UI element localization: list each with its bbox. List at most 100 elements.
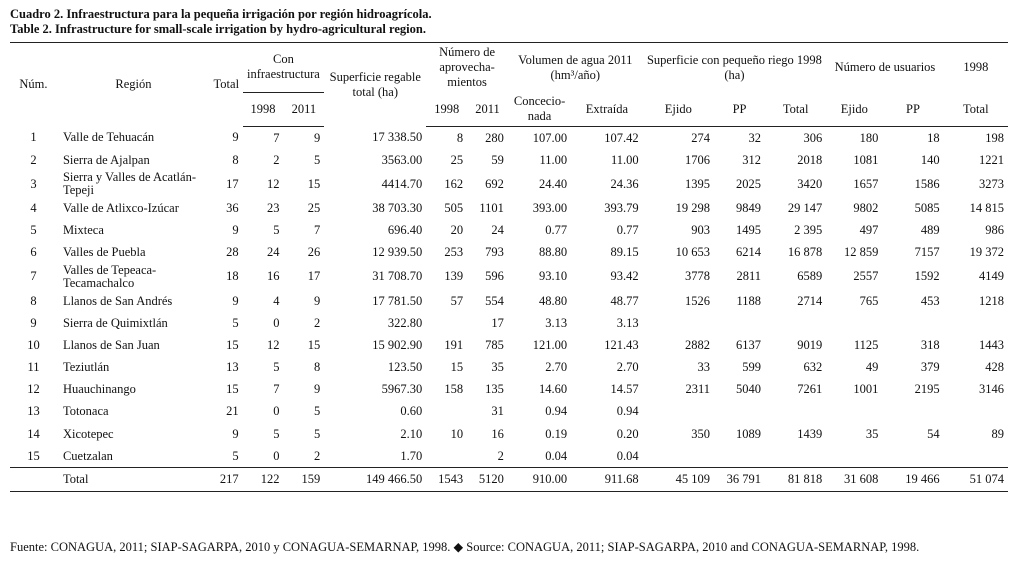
table-cell: Valles de Puebla xyxy=(62,245,146,260)
table-cell: Xicotepec xyxy=(62,426,114,441)
table-cell: 159 xyxy=(283,467,325,492)
table-cell: 123.50 xyxy=(387,360,423,375)
table-cell: 12 859 xyxy=(844,245,879,260)
table-cell: 986 xyxy=(985,223,1004,238)
table-cell: 6 xyxy=(30,245,37,260)
table-cell: 554 xyxy=(485,293,504,308)
table-cell: Sierra de Quimixtlán xyxy=(62,315,168,330)
table-cell: 0.60 xyxy=(400,404,423,419)
table-cell: 393.79 xyxy=(604,200,639,215)
table-row: 6 Valles de Puebla 28 24 26 12 939.50 253 793 88… xyxy=(10,242,1008,264)
table-cell xyxy=(10,467,57,492)
table-cell: 121.43 xyxy=(604,337,639,352)
table-cell: 9 xyxy=(314,293,321,308)
table-cell: 0.04 xyxy=(545,448,568,463)
subheader-cell: 1998 xyxy=(426,92,468,127)
table-row: 13 Totonaca 21 0 5 0.60 31 0.94 0.94 xyxy=(10,401,1008,423)
table-row: 1 Valle de Tehuacán 9 7 9 17 338.50 8 280 107.00… xyxy=(10,127,1008,150)
table-cell: 36 791 xyxy=(714,467,766,492)
table-cell xyxy=(826,445,882,468)
table-cell: 0.94 xyxy=(616,404,639,419)
table-cell: 2.70 xyxy=(545,360,568,375)
table-cell xyxy=(426,401,467,423)
header-cell: Volumen de agua 2011 (hm³/año) xyxy=(518,52,633,82)
table-cell: 4149 xyxy=(979,269,1004,284)
table-cell: 16 xyxy=(266,269,280,284)
table-cell: 25 xyxy=(450,152,464,167)
table-cell: Valle de Tehuacán xyxy=(62,130,155,145)
table-cell: Total xyxy=(56,467,210,492)
table-row: 14 Xicotepec 9 5 5 2.10 10 16 0.19 0.20 350 1089 143… xyxy=(10,423,1008,445)
table-cell: 3420 xyxy=(797,176,823,191)
subheader-cell: 1998 xyxy=(242,92,284,127)
table-cell: 9802 xyxy=(853,200,879,215)
table-cell: 81 818 xyxy=(765,467,827,492)
table-cell: 696.40 xyxy=(387,223,423,238)
table-cell: 26 xyxy=(307,245,321,260)
table-cell: 1101 xyxy=(479,200,504,215)
table-row: 9 Sierra de Quimixtlán 5 0 2 322.80 17 3.13 3.13 xyxy=(10,312,1008,334)
table-cell: 306 xyxy=(803,130,823,145)
table-cell: 14.57 xyxy=(610,382,639,397)
table-cell xyxy=(643,401,714,423)
header-cell: Número de aprovecha-mientos xyxy=(439,45,496,89)
table-cell: 12 xyxy=(266,176,280,191)
table-cell: 692 xyxy=(485,176,504,191)
table-cell: Totonaca xyxy=(62,404,109,419)
table-cell: 13 xyxy=(27,404,40,419)
table-cell: 505 xyxy=(444,200,464,215)
table-cell: 1.70 xyxy=(400,448,423,463)
table-cell: 45 109 xyxy=(642,467,715,492)
table: Núm. Región Total Con infraestructura Su… xyxy=(10,42,1008,492)
table-cell: 599 xyxy=(742,360,762,375)
table-cell: 1706 xyxy=(685,152,711,167)
table-cell: 25 xyxy=(307,200,321,215)
table-cell: 48.80 xyxy=(539,293,568,308)
table-cell: 9 xyxy=(232,426,239,441)
table-cell: 93.42 xyxy=(610,269,639,284)
table-row: 2 Sierra de Ajalpan 8 2 5 3563.00 25 59 11.00 11.… xyxy=(10,149,1008,171)
table-cell: 8 xyxy=(232,152,239,167)
table-cell: 162 xyxy=(444,176,464,191)
table-cell: 322.80 xyxy=(387,315,423,330)
table-cell: 8 xyxy=(314,360,321,375)
table-cell xyxy=(714,445,765,468)
table-cell: 2018 xyxy=(797,152,823,167)
table-cell: 2 395 xyxy=(794,223,823,238)
table-cell: 48.77 xyxy=(610,293,639,308)
table-cell: 0.77 xyxy=(545,223,568,238)
table-cell: 350 xyxy=(691,426,711,441)
table-cell: 191 xyxy=(444,337,464,352)
subheader-cell: Ejido xyxy=(642,92,715,127)
table-cell: 180 xyxy=(859,130,879,145)
header-cell: Núm. xyxy=(19,77,48,92)
table-cell: 10 xyxy=(27,337,40,352)
header-cell: Número de usuarios xyxy=(834,60,936,74)
title-block: Cuadro 2. Infraestructura para la pequeñ… xyxy=(10,7,432,37)
table-cell: 24 xyxy=(491,223,504,238)
table-row: 4 Valle de Atlixco-Izúcar 36 23 25 38 703.30 5… xyxy=(10,197,1008,219)
table-cell: 3563.00 xyxy=(381,152,423,167)
table-cell: 5 xyxy=(314,426,321,441)
title-es: Cuadro 2. Infraestructura para la pequeñ… xyxy=(10,7,432,21)
table-cell: 158 xyxy=(444,382,464,397)
table-cell: 19 372 xyxy=(969,245,1004,260)
header-row: Núm. Región Total Con infraestructura Su… xyxy=(10,42,1008,99)
source-note: Fuente: CONAGUA, 2011; SIAP-SAGARPA, 201… xyxy=(10,540,920,554)
table-cell: 903 xyxy=(691,223,711,238)
table-cell: 1592 xyxy=(914,269,940,284)
table-cell: 4 xyxy=(273,293,280,308)
table-cell: 0.20 xyxy=(616,426,639,441)
table-cell: 596 xyxy=(485,269,504,284)
table-cell: 2714 xyxy=(797,293,823,308)
table-cell: 6214 xyxy=(736,245,762,260)
table-row: 5 Mixteca 9 5 7 696.40 20 24 0.77 0.77 903 1495 2 39… xyxy=(10,220,1008,242)
table-cell: 14 815 xyxy=(969,200,1004,215)
table-cell: 1081 xyxy=(853,152,879,167)
table-cell: 793 xyxy=(485,245,504,260)
total-row: Total 217 122 159 149 466.50 1543 5120 910.00 91… xyxy=(10,467,1008,492)
table-cell: 3273 xyxy=(979,176,1004,191)
table-cell xyxy=(944,312,1008,334)
table-cell: 5 xyxy=(273,360,280,375)
table-cell xyxy=(643,312,714,334)
